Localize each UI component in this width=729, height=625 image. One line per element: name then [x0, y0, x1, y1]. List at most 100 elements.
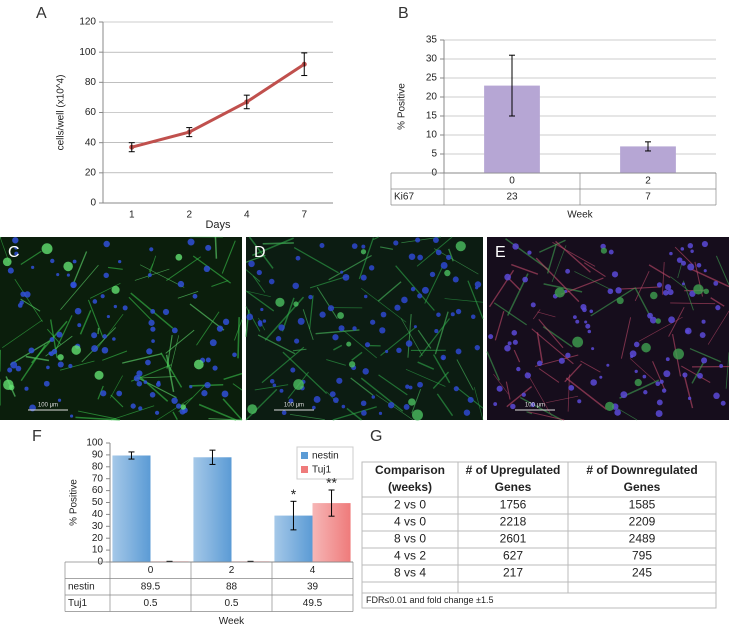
- cell-body: [71, 345, 82, 355]
- nucleus: [701, 240, 708, 248]
- neurite: [351, 351, 363, 361]
- table-value: 0.5: [225, 598, 239, 609]
- table-header: Comparison: [375, 463, 445, 477]
- nucleus: [371, 395, 376, 399]
- nucleus: [577, 399, 582, 404]
- neurite: [555, 240, 591, 273]
- neurite: [620, 317, 632, 359]
- panel-letter: B: [398, 5, 409, 22]
- neurite: [261, 346, 305, 384]
- neurite: [467, 280, 484, 320]
- nucleus: [205, 357, 211, 363]
- nucleus: [413, 325, 417, 329]
- table-value: 88: [226, 581, 238, 592]
- nucleus: [493, 402, 498, 406]
- x-tick-label: 4: [244, 210, 250, 221]
- neurite: [20, 344, 46, 382]
- nucleus: [151, 339, 155, 343]
- neurite: [670, 302, 716, 305]
- neurite: [60, 264, 99, 311]
- nucleus: [614, 409, 621, 416]
- nucleus: [703, 269, 707, 273]
- nucleus: [378, 411, 383, 416]
- neurite: [506, 386, 533, 408]
- nucleus: [504, 344, 511, 352]
- nucleus: [582, 307, 587, 313]
- nucleus: [155, 381, 161, 387]
- nucleus: [24, 291, 31, 298]
- nucleus: [608, 249, 614, 255]
- nucleus: [446, 254, 452, 260]
- table-footnote: FDR≤0.01 and fold change ±1.5: [366, 595, 493, 605]
- neurite: [340, 328, 377, 359]
- nucleus: [615, 287, 622, 294]
- neurite: [494, 310, 505, 341]
- nucleus: [295, 255, 301, 261]
- nucleus: [327, 305, 335, 312]
- nucleus: [187, 238, 195, 246]
- neurite: [432, 354, 451, 384]
- nucleus: [268, 278, 275, 285]
- cell-body: [94, 370, 104, 380]
- error-bar: [209, 449, 216, 465]
- neurite: [377, 281, 402, 302]
- nucleus: [565, 268, 571, 274]
- nucleus: [171, 327, 178, 334]
- nucleus: [122, 305, 128, 311]
- nucleus: [697, 372, 703, 379]
- nucleus: [507, 341, 512, 346]
- nucleus: [611, 271, 619, 278]
- nucleus: [668, 316, 675, 324]
- table-cell: 1585: [629, 498, 656, 512]
- cell-body: [293, 301, 299, 307]
- neurite: [590, 287, 636, 317]
- nucleus: [565, 352, 571, 358]
- panel-letter: A: [36, 5, 47, 22]
- table-header: (weeks): [388, 480, 432, 494]
- nucleus: [380, 311, 387, 318]
- nucleus: [511, 330, 518, 336]
- table-cell: 217: [503, 566, 523, 580]
- neurite: [526, 371, 552, 416]
- y-tick-label: 25: [426, 73, 438, 84]
- error-bar: [243, 94, 250, 110]
- cell-body: [616, 297, 624, 305]
- neurite: [707, 310, 729, 345]
- neurite: [77, 410, 117, 420]
- nucleus: [408, 253, 416, 261]
- table-value: 89.5: [141, 581, 161, 592]
- neurite: [407, 314, 412, 358]
- nucleus: [649, 316, 657, 324]
- nucleus: [590, 379, 597, 386]
- y-tick-label: 5: [431, 149, 437, 160]
- neurite: [134, 268, 170, 281]
- nucleus: [589, 309, 594, 314]
- neurite: [196, 311, 220, 346]
- neurite: [681, 365, 711, 383]
- nucleus: [136, 370, 143, 377]
- nucleus: [15, 365, 22, 372]
- error-bar: [328, 489, 335, 517]
- nucleus: [455, 348, 462, 355]
- neurite: [532, 309, 541, 320]
- nucleus: [275, 336, 282, 342]
- nucleus: [189, 385, 193, 389]
- neurite: [309, 295, 314, 330]
- nucleus: [572, 315, 577, 320]
- nucleus: [699, 332, 706, 338]
- neurite: [683, 372, 694, 409]
- neurite: [361, 287, 407, 323]
- nucleus: [312, 405, 316, 410]
- neurite: [333, 344, 343, 351]
- cell-body: [634, 378, 642, 387]
- neurite: [689, 347, 721, 363]
- x-tick-label: 1: [129, 210, 135, 221]
- cell-body: [57, 354, 64, 361]
- nucleus: [522, 276, 528, 283]
- nucleus: [262, 319, 267, 323]
- x-axis-label: Week: [219, 616, 245, 625]
- nucleus: [113, 304, 118, 309]
- neurite: [538, 368, 560, 383]
- nucleus: [50, 258, 55, 264]
- nucleus: [91, 345, 99, 352]
